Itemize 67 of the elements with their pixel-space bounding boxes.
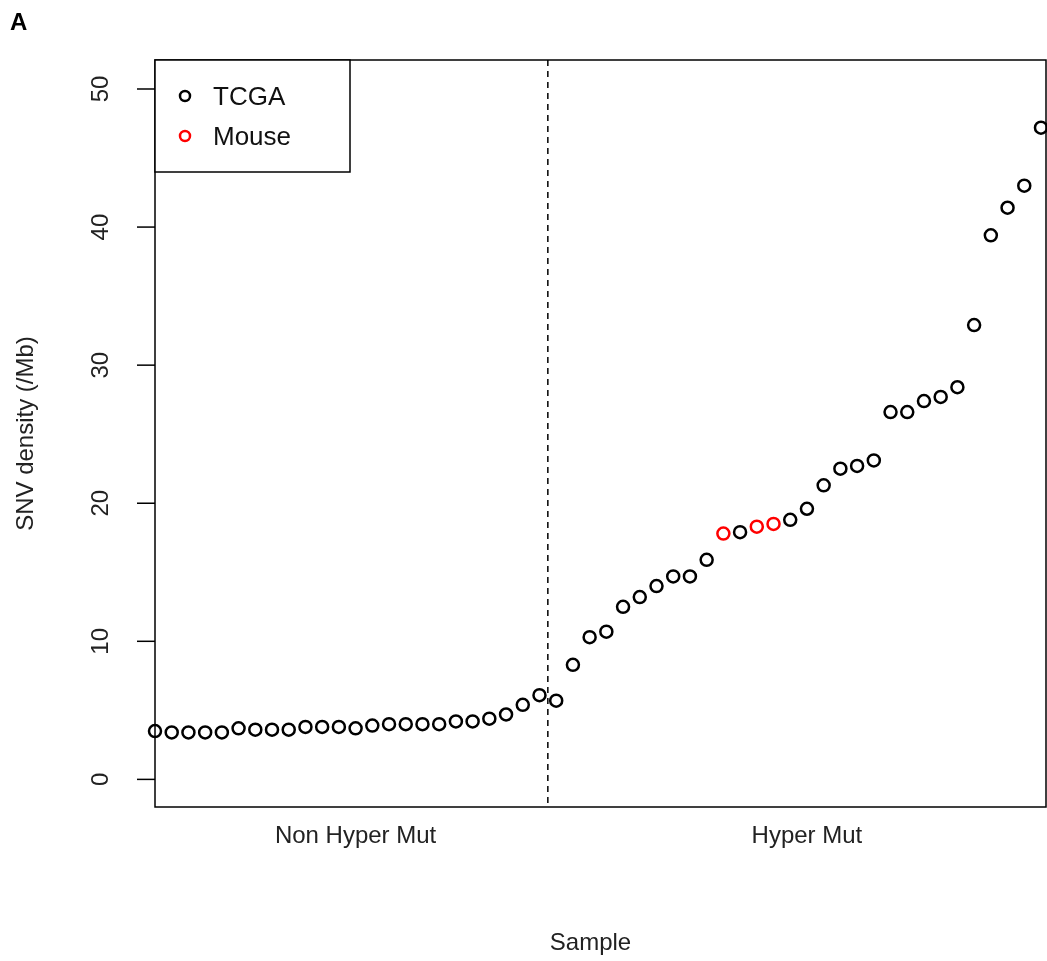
point bbox=[749, 519, 765, 534]
point bbox=[599, 624, 614, 639]
point bbox=[1017, 178, 1032, 193]
text: A bbox=[10, 8, 28, 35]
point bbox=[699, 552, 714, 568]
point bbox=[532, 687, 547, 703]
point bbox=[398, 716, 413, 732]
point bbox=[950, 379, 965, 395]
point bbox=[197, 725, 213, 740]
point bbox=[966, 317, 982, 333]
point bbox=[147, 723, 163, 739]
point bbox=[816, 478, 831, 493]
point bbox=[1033, 120, 1047, 135]
point bbox=[181, 725, 196, 740]
point bbox=[833, 461, 848, 476]
y-axis-title: SNV density (/Mb) bbox=[11, 336, 38, 531]
point bbox=[632, 589, 648, 605]
point bbox=[498, 707, 514, 722]
point bbox=[164, 725, 179, 740]
point bbox=[331, 719, 347, 735]
point bbox=[348, 721, 363, 736]
point bbox=[983, 228, 999, 243]
point bbox=[465, 714, 480, 729]
point bbox=[482, 711, 497, 726]
point bbox=[766, 516, 781, 532]
point bbox=[314, 719, 330, 735]
x-tick-label: Non Hyper Mut bbox=[274, 821, 437, 848]
point bbox=[799, 501, 815, 516]
point bbox=[448, 714, 464, 729]
point bbox=[365, 718, 380, 733]
legend-label: Mouse bbox=[213, 121, 292, 151]
point bbox=[716, 526, 731, 541]
point bbox=[415, 716, 430, 732]
point bbox=[649, 578, 664, 594]
point bbox=[565, 657, 581, 673]
point bbox=[665, 569, 681, 584]
point bbox=[281, 722, 296, 737]
point bbox=[682, 569, 698, 584]
point bbox=[214, 725, 230, 740]
point bbox=[866, 453, 882, 468]
x-tick-label: Hyper Mut bbox=[751, 821, 863, 848]
point bbox=[298, 719, 313, 735]
point bbox=[782, 512, 798, 528]
point bbox=[431, 716, 447, 732]
x-axis-title: Sample bbox=[549, 928, 632, 955]
point bbox=[615, 599, 631, 615]
point bbox=[849, 458, 865, 474]
point bbox=[248, 722, 263, 737]
legend-label: TCGA bbox=[213, 81, 286, 111]
point bbox=[732, 524, 748, 540]
point bbox=[231, 721, 246, 736]
y-tick-label: 50 bbox=[86, 75, 113, 103]
y-tick-label: 0 bbox=[86, 772, 113, 787]
point bbox=[515, 697, 531, 713]
point bbox=[548, 693, 564, 708]
point bbox=[264, 722, 280, 737]
y-tick-label: 40 bbox=[86, 213, 113, 241]
point bbox=[883, 404, 898, 420]
y-tick-label: 30 bbox=[86, 351, 113, 379]
point bbox=[900, 404, 915, 420]
y-tick-label: 20 bbox=[86, 489, 113, 517]
point bbox=[1000, 200, 1015, 215]
point bbox=[582, 629, 597, 645]
y-tick-label: 10 bbox=[86, 627, 113, 655]
point bbox=[916, 393, 932, 409]
point bbox=[381, 716, 397, 732]
point bbox=[933, 389, 948, 405]
